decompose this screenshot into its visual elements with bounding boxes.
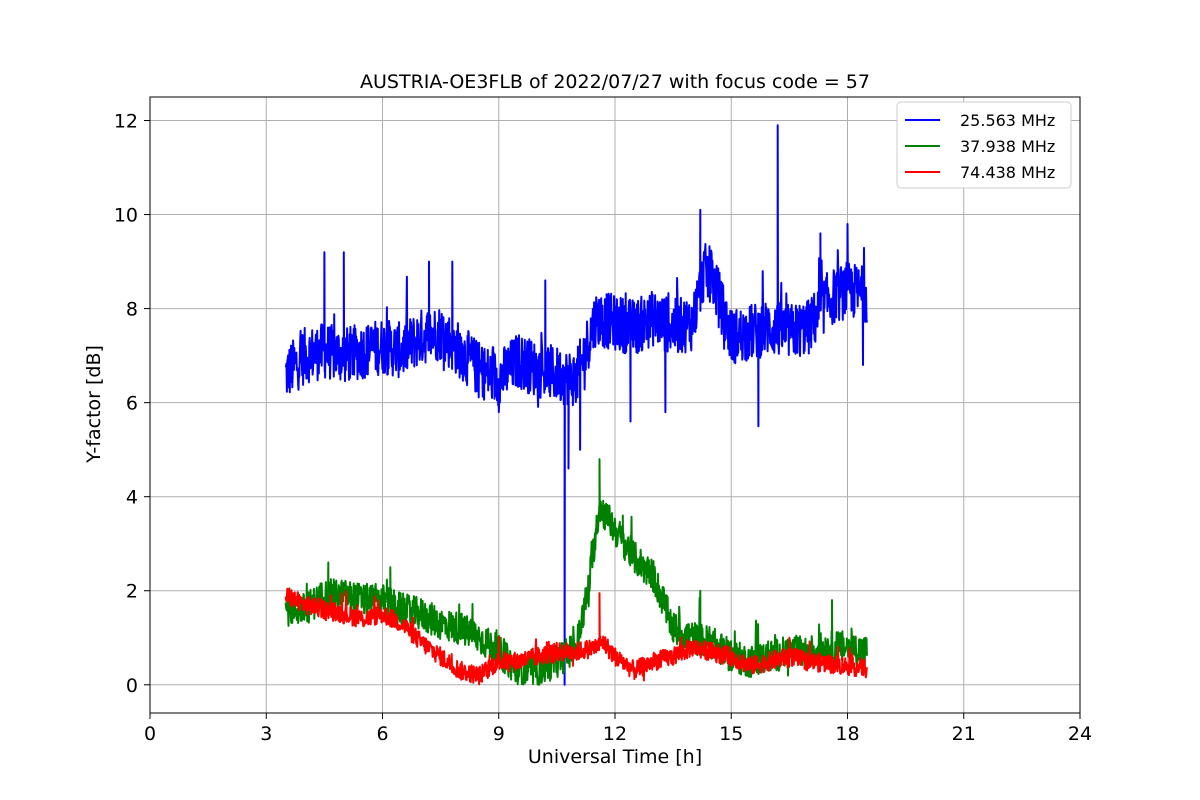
y-tick-label: 4 xyxy=(126,487,138,509)
x-tick-label: 15 xyxy=(719,723,743,745)
y-tick-label: 12 xyxy=(114,111,138,133)
y-tick-label: 0 xyxy=(126,675,138,697)
x-tick-label: 21 xyxy=(952,723,976,745)
legend-label-2: 37.938 MHz xyxy=(960,137,1055,156)
x-tick-label: 0 xyxy=(144,723,156,745)
y-axis-ticks: 0 2 4 6 8 10 12 xyxy=(114,111,150,697)
x-tick-label: 9 xyxy=(493,723,505,745)
x-tick-label: 12 xyxy=(603,723,627,745)
y-axis-label: Y-factor [dB] xyxy=(83,345,105,464)
legend: 25.563 MHz 37.938 MHz 74.438 MHz xyxy=(896,101,1072,189)
series-line-2 xyxy=(284,458,868,686)
chart-title: AUSTRIA-OE3FLB of 2022/07/27 with focus … xyxy=(360,71,870,93)
x-tick-label: 6 xyxy=(376,723,388,745)
series-line-1 xyxy=(284,124,868,686)
series-line-3 xyxy=(284,587,868,686)
x-axis-ticks: 0 3 6 9 12 15 18 21 24 xyxy=(144,713,1092,745)
y-tick-label: 6 xyxy=(126,393,138,415)
y-tick-label: 8 xyxy=(126,299,138,321)
x-tick-label: 3 xyxy=(260,723,272,745)
x-tick-label: 24 xyxy=(1068,723,1092,745)
legend-box xyxy=(896,101,1072,189)
series-layer xyxy=(284,124,868,686)
legend-label-1: 25.563 MHz xyxy=(960,111,1055,130)
legend-label-3: 74.438 MHz xyxy=(960,163,1055,182)
x-tick-label: 18 xyxy=(835,723,859,745)
x-axis-label: Universal Time [h] xyxy=(528,746,702,768)
y-tick-label: 2 xyxy=(126,581,138,603)
y-tick-label: 10 xyxy=(114,205,138,227)
